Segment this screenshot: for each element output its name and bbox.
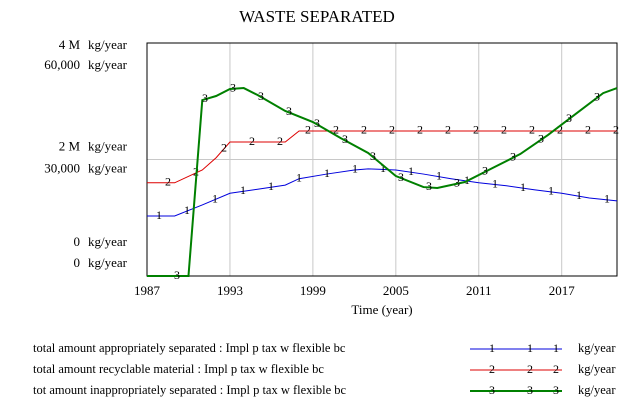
series-marker: 2 [165, 175, 171, 189]
series-marker: 3 [258, 89, 264, 103]
series-marker: 1 [156, 208, 162, 222]
series-marker: 3 [454, 175, 460, 189]
series-marker: 1 [296, 170, 302, 184]
series-marker: 2 [445, 123, 451, 137]
legend-label: total amount appropriately separated : I… [33, 341, 346, 355]
legend-marker: 1 [527, 341, 533, 355]
series-line [147, 130, 617, 184]
x-tick-label: 2005 [383, 283, 409, 298]
series-marker: 2 [585, 123, 591, 137]
series-marker: 1 [212, 191, 218, 205]
y-unit-label: kg/year [88, 138, 128, 153]
legend-marker: 3 [527, 383, 533, 397]
series-marker: 3 [370, 149, 376, 163]
series-marker: 2 [305, 123, 311, 137]
y-unit-label: kg/year [88, 234, 128, 249]
series-marker: 3 [566, 111, 572, 125]
x-tick-label: 1987 [134, 283, 161, 298]
series-marker: 3 [398, 170, 404, 184]
legend-marker: 1 [489, 341, 495, 355]
series-marker: 2 [221, 141, 227, 155]
series-marker: 1 [436, 168, 442, 182]
series-marker: 1 [184, 203, 190, 217]
series-marker: 2 [473, 123, 479, 137]
series-marker: 3 [286, 104, 292, 118]
x-tick-label: 2017 [549, 283, 576, 298]
y2-unit-label: kg/year [88, 57, 128, 72]
y-tick-label: 0 [74, 234, 81, 249]
legend-unit: kg/year [578, 362, 616, 376]
series-marker: 3 [482, 164, 488, 178]
legend-marker: 2 [527, 362, 533, 376]
series-marker: 1 [492, 176, 498, 190]
series-marker: 2 [613, 123, 619, 137]
series-marker: 2 [333, 123, 339, 137]
legend-marker: 1 [553, 341, 559, 355]
series-marker: 1 [268, 179, 274, 193]
series-line [147, 87, 618, 277]
legend-marker: 2 [489, 362, 495, 376]
series-marker: 1 [520, 180, 526, 194]
series-marker: 3 [230, 81, 236, 95]
series-marker: 2 [529, 123, 535, 137]
legend-marker: 3 [489, 383, 495, 397]
y2-unit-label: kg/year [88, 255, 128, 270]
legend-unit: kg/year [578, 341, 616, 355]
series-line [147, 168, 618, 217]
series-marker: 2 [277, 134, 283, 148]
series-marker: 2 [417, 123, 423, 137]
y-tick-label: 4 M [59, 37, 81, 52]
x-tick-label: 1993 [217, 283, 243, 298]
y2-unit-label: kg/year [88, 160, 128, 175]
series-marker: 2 [389, 123, 395, 137]
series-marker: 1 [324, 166, 330, 180]
series-marker: 1 [576, 188, 582, 202]
series-marker: 1 [604, 192, 610, 206]
legend-marker: 2 [553, 362, 559, 376]
series-marker: 1 [408, 164, 414, 178]
series-marker: 2 [249, 134, 255, 148]
legend-label: total amount recyclable material : Impl … [33, 362, 324, 376]
series-marker: 1 [240, 183, 246, 197]
series-marker: 2 [557, 123, 563, 137]
series-marker: 1 [380, 161, 386, 175]
x-tick-label: 1999 [300, 283, 326, 298]
series-marker: 1 [352, 162, 358, 176]
y2-tick-label: 30,000 [44, 160, 80, 175]
x-tick-label: 2011 [466, 283, 492, 298]
y-unit-label: kg/year [88, 37, 128, 52]
series-marker: 3 [594, 90, 600, 104]
series-marker: 1 [548, 184, 554, 198]
y2-tick-label: 0 [74, 255, 81, 270]
series-marker: 3 [342, 132, 348, 146]
series-marker: 3 [538, 132, 544, 146]
legend-unit: kg/year [578, 383, 616, 397]
series-marker: 1 [464, 173, 470, 187]
x-axis-label: Time (year) [351, 302, 412, 317]
series-marker: 3 [426, 179, 432, 193]
chart-title: WASTE SEPARATED [239, 7, 395, 26]
series-marker: 3 [510, 149, 516, 163]
series-marker: 2 [501, 123, 507, 137]
series-marker: 3 [174, 268, 180, 282]
series-marker: 3 [314, 116, 320, 130]
y-tick-label: 2 M [59, 138, 81, 153]
series-marker: 2 [361, 123, 367, 137]
y2-tick-label: 60,000 [44, 57, 80, 72]
series-marker: 3 [202, 91, 208, 105]
plot-frame [146, 42, 618, 277]
legend-marker: 3 [553, 383, 559, 397]
legend-label: tot amount inappropriately separated : I… [33, 383, 347, 397]
